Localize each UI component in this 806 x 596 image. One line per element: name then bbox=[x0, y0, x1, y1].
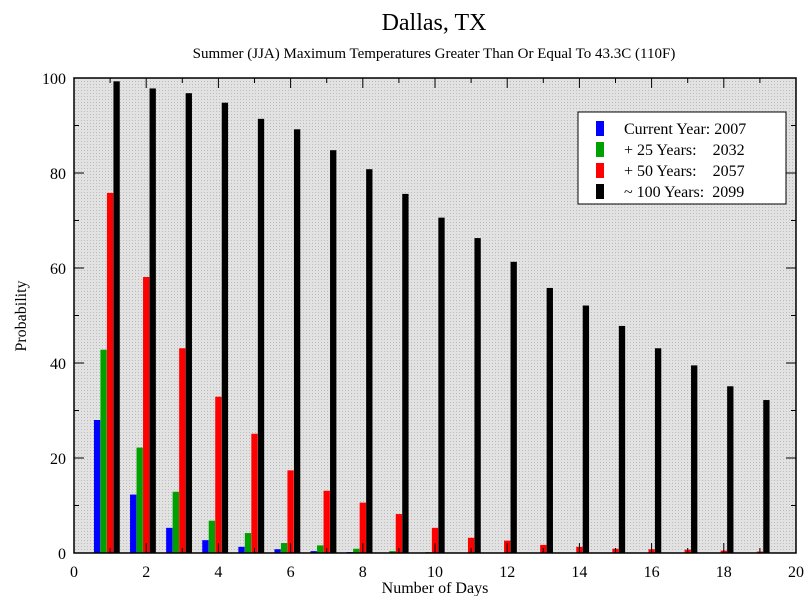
x-tick-label: 4 bbox=[214, 564, 222, 581]
bar bbox=[510, 261, 517, 553]
y-tick-label: 60 bbox=[50, 261, 66, 278]
x-tick-label: 6 bbox=[287, 564, 295, 581]
x-tick-label: 8 bbox=[359, 564, 367, 581]
x-tick-label: 10 bbox=[427, 564, 443, 581]
bar bbox=[402, 193, 409, 553]
bar bbox=[474, 238, 481, 553]
bar bbox=[582, 305, 590, 553]
bar bbox=[654, 348, 662, 553]
bar bbox=[280, 543, 288, 553]
x-tick-label: 20 bbox=[788, 564, 804, 581]
x-tick-label: 0 bbox=[70, 564, 78, 581]
bar bbox=[93, 420, 101, 553]
bar bbox=[130, 494, 137, 553]
bar bbox=[251, 433, 258, 553]
bar bbox=[323, 490, 330, 553]
legend-label: ~ 100 Years: 2099 bbox=[624, 184, 744, 201]
bar bbox=[310, 551, 317, 553]
plot-frame bbox=[73, 77, 797, 554]
x-tick-label: 14 bbox=[571, 564, 587, 581]
bar bbox=[763, 400, 770, 553]
bar bbox=[179, 348, 186, 553]
bar bbox=[353, 548, 360, 553]
y-tick-label: 0 bbox=[58, 546, 66, 563]
y-tick-label: 100 bbox=[42, 71, 66, 88]
bar bbox=[359, 502, 366, 553]
legend-label: Current Year: 2007 bbox=[624, 121, 746, 138]
bar bbox=[727, 386, 734, 553]
x-tick-labels: 0 2 4 6 8 10 12 14 16 18 20 bbox=[70, 564, 804, 581]
bar bbox=[185, 93, 192, 553]
y-axis-label: Probability bbox=[13, 280, 30, 351]
bar bbox=[287, 470, 294, 553]
legend-swatch bbox=[596, 184, 604, 199]
bar bbox=[221, 102, 229, 553]
bar bbox=[100, 349, 107, 553]
legend-swatch bbox=[596, 163, 604, 178]
bar bbox=[166, 527, 173, 553]
x-tick-label: 18 bbox=[716, 564, 732, 581]
legend: Current Year: 2007 + 25 Years: 2032 + 50 Y… bbox=[577, 111, 787, 205]
bar bbox=[618, 325, 626, 553]
bar bbox=[257, 118, 265, 553]
bar bbox=[438, 217, 445, 553]
legend-swatch bbox=[596, 121, 604, 136]
x-tick-label: 16 bbox=[644, 564, 660, 581]
bar bbox=[691, 365, 698, 554]
x-tick-label: 12 bbox=[499, 564, 515, 581]
legend-swatch bbox=[596, 142, 604, 157]
chart-subtitle: Summer (JJA) Maximum Temperatures Greate… bbox=[193, 46, 676, 62]
bars-group bbox=[93, 81, 770, 554]
bar bbox=[317, 545, 324, 553]
bar bbox=[238, 546, 245, 553]
bar bbox=[467, 537, 475, 553]
y-tick-label: 80 bbox=[50, 166, 66, 183]
bar bbox=[143, 277, 150, 553]
bar bbox=[366, 169, 373, 553]
legend-label: + 50 Years: 2057 bbox=[624, 163, 745, 180]
bar bbox=[215, 396, 222, 553]
bar bbox=[389, 551, 396, 553]
bar bbox=[293, 129, 301, 554]
bar bbox=[106, 192, 114, 553]
legend-items: Current Year: 2007 + 25 Years: 2032 + 50 Y… bbox=[596, 121, 746, 201]
legend-box bbox=[577, 111, 787, 205]
bar bbox=[113, 81, 120, 553]
bar bbox=[274, 549, 281, 553]
bar bbox=[172, 491, 179, 553]
bar bbox=[395, 514, 403, 553]
y-tick-labels: 0 20 40 60 80 100 bbox=[42, 71, 66, 563]
bar bbox=[136, 447, 143, 553]
bar bbox=[546, 287, 553, 553]
y-tick-label: 20 bbox=[50, 451, 66, 468]
bar bbox=[431, 527, 439, 553]
bar bbox=[244, 533, 252, 553]
x-axis-label: Number of Days bbox=[382, 580, 489, 596]
x-tick-label: 2 bbox=[142, 564, 150, 581]
bar bbox=[149, 88, 156, 553]
chart-title: Dallas, TX bbox=[382, 10, 487, 36]
bar bbox=[208, 520, 216, 553]
bar bbox=[202, 540, 209, 553]
y-tick-label: 40 bbox=[50, 356, 66, 373]
bar bbox=[330, 150, 337, 553]
legend-label: + 25 Years: 2032 bbox=[624, 142, 745, 159]
